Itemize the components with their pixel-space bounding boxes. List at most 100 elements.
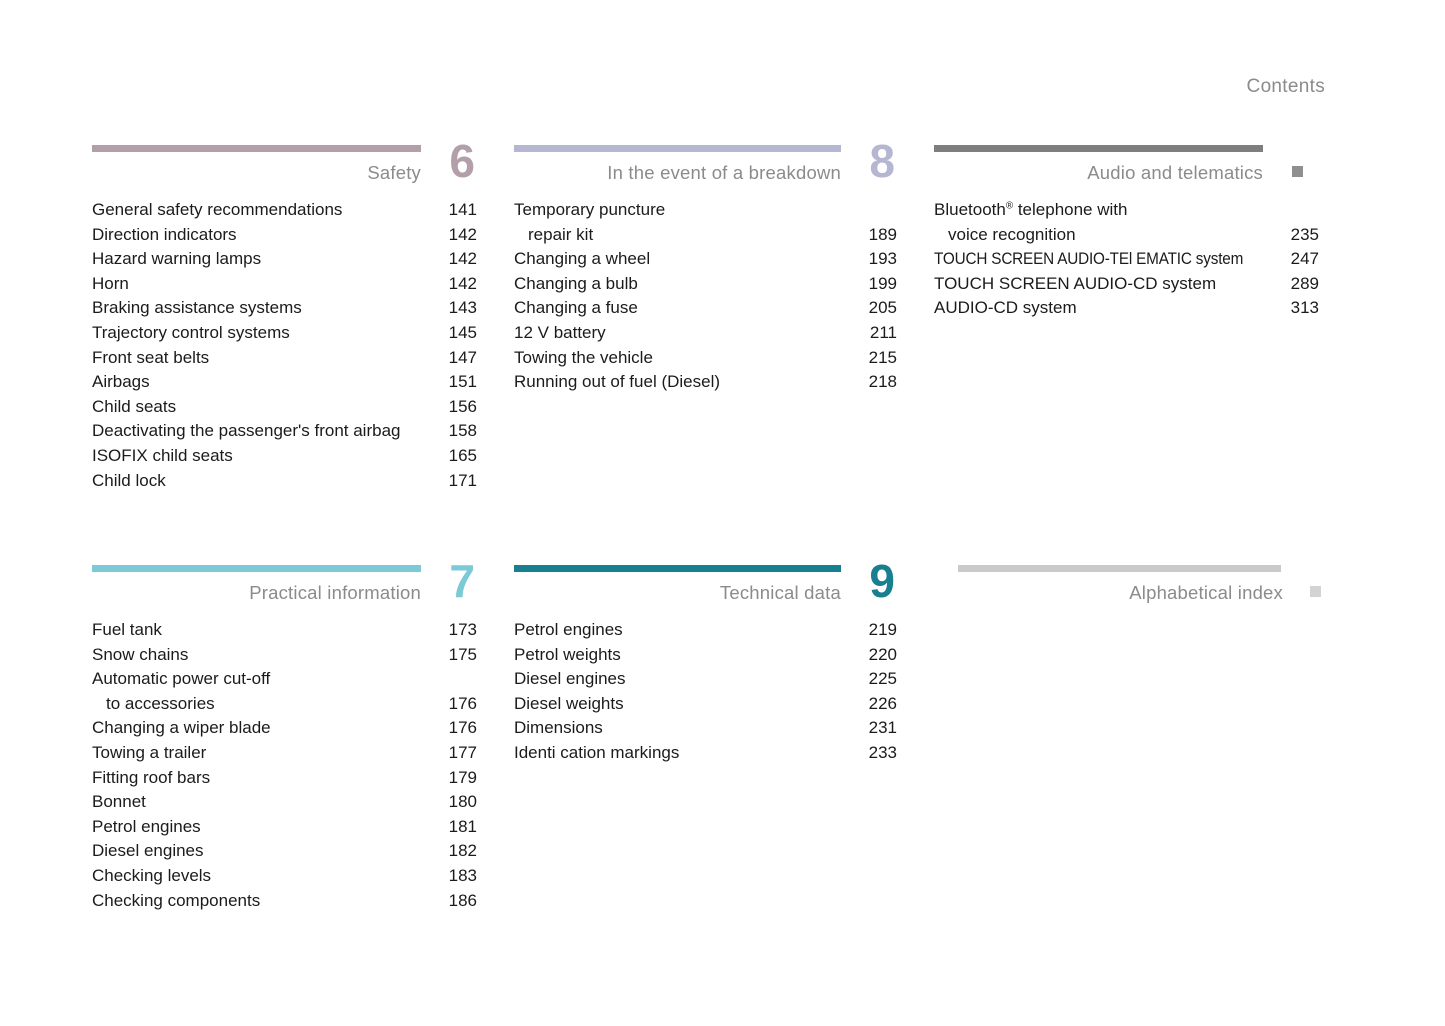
toc-entry-line: Child seats — [92, 396, 177, 416]
toc-entry-line: Towing the vehicle — [514, 347, 653, 367]
toc-section-audio: Audio and telematics Bluetooth® telephon… — [934, 145, 1319, 565]
toc-entry: Petrol weights 220 — [514, 643, 897, 668]
toc-entry-line: Changing a wiper blade — [92, 718, 271, 738]
toc-entry-label: Petrol engines — [514, 618, 861, 643]
toc-entry: Diesel engines 182 — [92, 839, 477, 864]
toc-section-breakdown: In the event of a breakdown 8 Temporary … — [514, 138, 897, 565]
toc-entry-label: Changing a wheel — [514, 247, 861, 272]
toc-entry-page: 176 — [448, 718, 477, 738]
toc-entry-label: Deactivating the passenger's front airba… — [92, 419, 441, 444]
section-title-row: In the event of a breakdown — [514, 162, 841, 184]
toc-entry-label: Petrol weights — [514, 643, 861, 668]
toc-entry-label: Temporary puncture repair kit — [514, 198, 861, 247]
toc-entry-line: Deactivating the passenger's front airba… — [92, 421, 401, 441]
toc-entry-label: Automatic power cut-off to accessories — [92, 667, 441, 716]
section-title-row: Alphabetical index — [934, 582, 1283, 604]
section-header: Alphabetical index — [934, 565, 1321, 604]
section-items: General safety recommendations 141 Directi… — [92, 198, 477, 493]
toc-entry-label: Bluetooth® telephone with voice recogniti… — [934, 198, 1283, 247]
toc-entry: Checking components 186 — [92, 889, 477, 914]
toc-entry-line: Fuel tank — [92, 620, 162, 639]
toc-entry: Checking levels 183 — [92, 864, 477, 889]
toc-entry-line: Petrol weights — [514, 644, 621, 664]
toc-entry: 12 V battery 211 — [514, 321, 897, 346]
toc-entry-line: Braking assistance systems — [92, 298, 302, 318]
toc-entry-label: General safety recommendations — [92, 198, 441, 223]
toc-entry-line: Automatic power cut-off — [92, 669, 271, 689]
section-title: Practical information — [249, 582, 421, 603]
toc-entry: Petrol engines 181 — [92, 815, 477, 840]
toc-entry-line: Running out of fuel (Diesel) — [514, 372, 721, 392]
toc-entry-label: Identi cation markings — [514, 741, 861, 766]
toc-entry-line: Diesel engines — [514, 669, 626, 689]
toc-entry: Towing a trailer 177 — [92, 741, 477, 766]
toc-entry: Front seat belts 147 — [92, 346, 477, 371]
section-header: Audio and telematics — [934, 145, 1319, 184]
toc-entry-label: Checking components — [92, 889, 441, 914]
section-number: 9 — [869, 555, 895, 607]
toc-entry-line: Petrol engines — [514, 620, 623, 639]
toc-entry-line: Diesel engines — [92, 841, 204, 861]
section-header: Technical data 9 — [514, 558, 897, 604]
toc-entry-line: 12 V battery — [514, 322, 606, 342]
toc-entry-label: Diesel engines — [92, 839, 441, 864]
toc-entry-line: Trajectory control systems — [92, 322, 290, 342]
toc-entry-page: 211 — [869, 322, 897, 342]
toc-entry-line: Identi cation markings — [514, 742, 680, 762]
toc-entry-label: Fuel tank — [92, 618, 441, 643]
toc-entry: Temporary puncture repair kit 189 — [514, 198, 897, 247]
toc-entry: Identi cation markings 233 — [514, 741, 897, 766]
toc-entry-label: Snow chains — [92, 643, 441, 668]
section-title-row: Technical data — [514, 582, 841, 604]
toc-entry-page: 177 — [448, 742, 477, 762]
toc-entry-page: 313 — [1290, 298, 1319, 318]
toc-entry-page: 165 — [448, 445, 477, 465]
toc-entry-page: 233 — [868, 742, 897, 762]
toc-entry: Child lock 171 — [92, 469, 477, 494]
toc-entry: Snow chains 175 — [92, 643, 477, 668]
toc-entry: Petrol engines 219 — [514, 618, 897, 643]
section-header: In the event of a breakdown 8 — [514, 138, 897, 184]
section-title: Technical data — [719, 582, 841, 603]
toc-entry-page: 147 — [448, 347, 477, 367]
toc-section-safety: Safety 6 General safety recommendations 1… — [92, 138, 477, 565]
toc-entry-page: 193 — [868, 249, 897, 269]
toc-entry-page: 220 — [868, 644, 897, 664]
section-title: Safety — [367, 162, 421, 183]
section-items: Bluetooth® telephone with voice recogniti… — [934, 198, 1319, 321]
section-number: 8 — [869, 135, 895, 187]
section-title-row: Audio and telematics — [934, 162, 1263, 184]
toc-entry-label: Changing a fuse — [514, 296, 861, 321]
toc-entry-page: 219 — [868, 620, 897, 639]
toc-entry-label: Diesel weights — [514, 692, 861, 717]
toc-entry: Fitting roof bars 179 — [92, 766, 477, 791]
toc-entry-label: Diesel engines — [514, 667, 861, 692]
toc-entry-label: TOUCH SCREEN AUDIO-TEl EMATIC system — [934, 247, 1248, 272]
toc-entry-line: Checking levels — [92, 865, 212, 885]
toc-entry-label: Horn — [92, 272, 441, 297]
toc-entry: Trajectory control systems 145 — [92, 321, 477, 346]
toc-entry-label: Towing a trailer — [92, 741, 441, 766]
toc-entry: Changing a wiper blade 176 — [92, 716, 477, 741]
toc-entry-page: 186 — [448, 890, 477, 910]
toc-entry-page: 215 — [868, 347, 897, 367]
toc-entry-label: AUDIO-CD system — [934, 296, 1283, 321]
section-items: Temporary puncture repair kit 189 Changing … — [514, 198, 897, 395]
toc-entry-page: 180 — [448, 792, 477, 812]
toc-entry: Changing a wheel 193 — [514, 247, 897, 272]
section-title: Alphabetical index — [1129, 582, 1283, 603]
section-title: In the event of a breakdown — [607, 162, 841, 183]
toc-entry: General safety recommendations 141 — [92, 198, 477, 223]
toc-entry-line: Snow chains — [92, 644, 189, 664]
section-color-bar — [92, 565, 421, 572]
toc-entry-page: 176 — [448, 693, 477, 713]
toc-entry: TOUCH SCREEN AUDIO-CD system 289 — [934, 272, 1319, 297]
toc-entry-page: 231 — [868, 718, 897, 738]
toc-entry: Changing a fuse 205 — [514, 296, 897, 321]
toc-entry-page: 175 — [448, 644, 477, 664]
toc-entry: Braking assistance systems 143 — [92, 296, 477, 321]
toc-entry-label: TOUCH SCREEN AUDIO-CD system — [934, 272, 1283, 297]
section-title-row: Safety — [92, 162, 421, 184]
toc-entry-line: Petrol engines — [92, 816, 201, 836]
toc-entry-line: repair kit — [528, 224, 594, 244]
